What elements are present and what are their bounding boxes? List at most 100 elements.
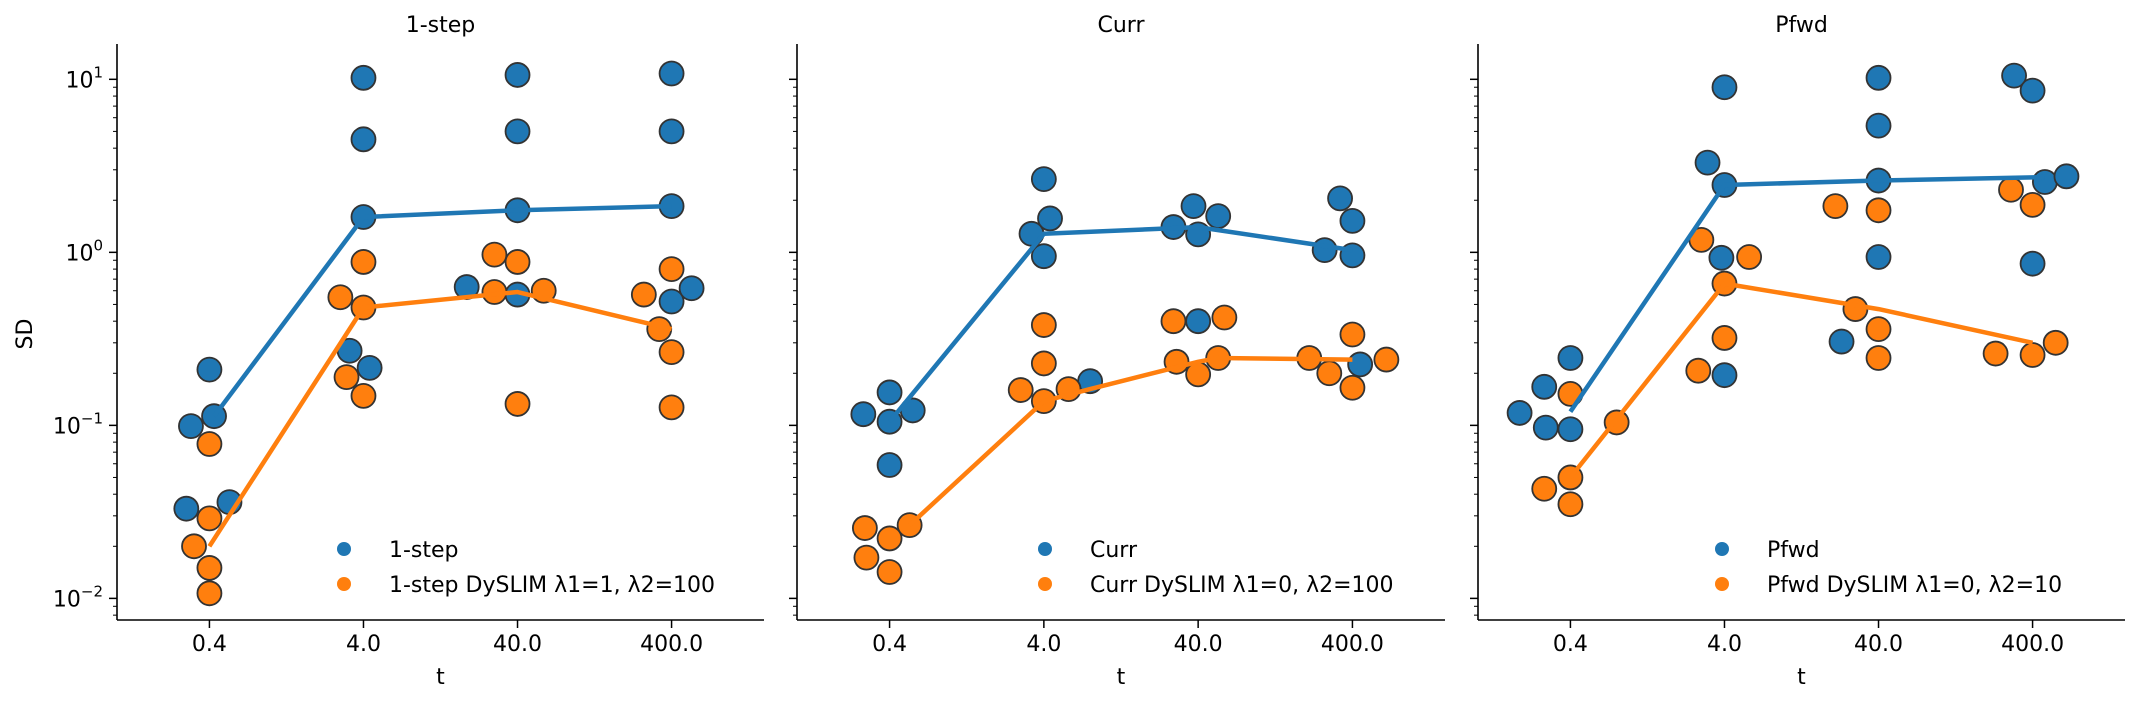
orange-marker [327,284,354,311]
x-tick-label: 0.4 [192,632,227,657]
blue-marker [504,118,531,145]
blue-marker [1037,205,1063,232]
orange-marker [196,555,223,581]
blue-marker [2031,169,2058,195]
blue-marker [1865,112,1892,139]
legend-label: Pfwd [1767,538,1820,563]
legend-marker-orange [1715,577,1729,591]
orange-marker [181,533,207,560]
orange-marker [196,431,223,457]
blue-marker [1030,243,1057,270]
orange-marker [1339,374,1366,401]
orange-marker [481,241,508,268]
x-tick-label: 400.0 [1321,632,1384,657]
chart-panel-2: Curr 0.4 4.0 40.0 400.0 t Curr Curr DySLIM λ1=0… [789,13,1445,690]
x-tick-label: 40.0 [1854,632,1903,657]
blue-marker [1311,237,1338,264]
orange-marker [504,391,531,417]
x-tick-label: 400.0 [640,632,703,657]
blue-marker [350,126,377,153]
blue-marker [196,356,223,383]
orange-marker [1998,176,2024,203]
orange-marker [1007,377,1034,403]
orange-marker [851,515,878,541]
chart-title: Pfwd [1775,13,1828,38]
blue-marker [1327,185,1353,212]
blue-marker [1708,244,1735,271]
blue-marker [2053,163,2080,190]
blue-marker [178,413,204,440]
blue-marker [1711,362,1738,389]
x-tick-label: 4.0 [1707,632,1742,657]
orange-marker [1736,244,1763,270]
blue-marker [1339,207,1366,234]
orange-marker [1160,308,1187,335]
chart-panel-3: Pfwd 0.4 4.0 40.0 400.0 t Pfwd Pfwd DySLIM λ1=0… [1470,13,2125,690]
orange-marker [504,249,531,275]
chart-panel-1: 1-step 10−2 10−1 100 101 0.4 4.0 40.0 400.0 t 1-st… [53,13,764,690]
legend-marker-blue [337,542,351,556]
blue-marker [1865,244,1892,270]
orange-marker [1822,193,1849,220]
orange-marker [658,256,685,283]
orange-series-line [908,355,1353,527]
blue-series-line [887,224,1353,424]
orange-marker [853,544,880,571]
orange-marker [1842,296,1869,322]
blue-marker [1185,308,1212,335]
blue-marker [1865,64,1892,91]
orange-marker [350,383,377,409]
orange-marker [1339,321,1366,348]
y-tick-label: 100 [65,236,103,266]
orange-series-line [207,289,673,548]
blue-marker [658,60,685,87]
blue-marker [1205,203,1232,229]
legend-marker-orange [337,577,351,591]
y-tick-label: 101 [65,63,103,93]
blue-series-line [212,203,672,418]
orange-marker [658,339,685,366]
orange-marker [1865,345,1892,371]
legend-label: Curr DySLIM λ1=0, λ2=100 [1090,573,1394,598]
blue-marker [356,354,383,381]
orange-marker [876,525,903,552]
orange-marker [658,394,685,421]
blue-marker [1347,351,1374,378]
x-tick-label: 400.0 [2001,632,2064,657]
orange-marker [1865,197,1892,224]
blue-marker [173,495,200,522]
blue-marker [850,401,877,428]
orange-marker [350,249,377,275]
blue-series-line [1568,174,2045,413]
orange-marker [1531,475,1558,502]
x-tick-label: 4.0 [1026,632,1061,657]
blue-marker [1180,193,1207,220]
x-tick-label: 4.0 [346,632,381,657]
blue-marker [1828,328,1855,355]
blue-marker [1694,149,1721,176]
orange-marker [1316,360,1343,387]
orange-marker [1030,312,1057,338]
orange-marker [1711,325,1738,351]
x-tick-label: 0.4 [872,632,907,657]
blue-marker [2001,62,2027,89]
x-tick-label: 40.0 [1174,632,1223,657]
blue-marker [876,452,903,478]
legend-marker-blue [1038,542,1052,556]
y-tick-label: 10−2 [53,582,103,612]
legend-label: 1-step [389,538,459,563]
blue-marker [2019,77,2046,104]
legend-label: Pfwd DySLIM λ1=0, λ2=10 [1767,573,2062,598]
orange-marker [333,364,360,391]
chart-title: 1-step [406,13,476,38]
x-axis-label: t [1117,665,1126,690]
blue-marker [1531,373,1558,400]
blue-marker [678,275,705,302]
orange-marker [1211,304,1238,331]
orange-marker [876,559,903,585]
blue-marker [1532,414,1559,441]
legend-label: 1-step DySLIM λ1=1, λ2=100 [389,573,715,598]
orange-marker [1373,346,1400,373]
blue-marker [2019,250,2046,277]
